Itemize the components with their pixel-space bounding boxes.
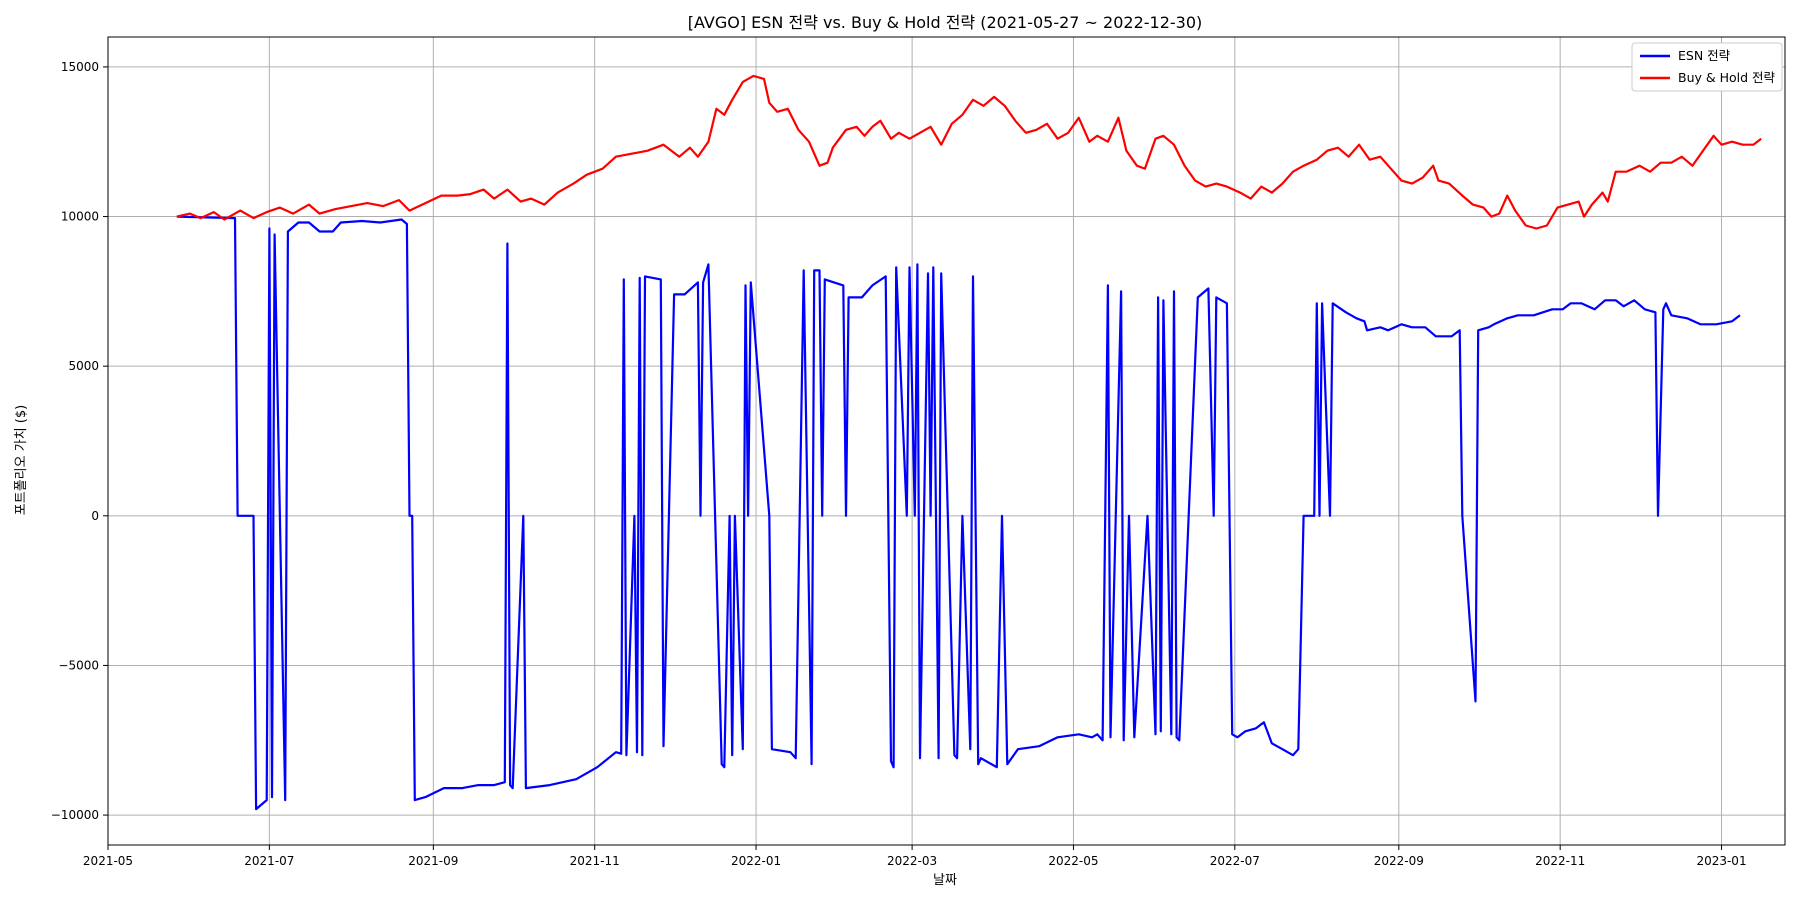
chart-title: [AVGO] ESN 전략 vs. Buy & Hold 전략 (2021-05… xyxy=(688,13,1203,32)
y-tick-label: 0 xyxy=(91,509,99,523)
legend-label-buy-hold: Buy & Hold 전략 xyxy=(1678,70,1776,85)
y-tick-label: 15000 xyxy=(61,60,99,74)
x-tick-label: 2022-03 xyxy=(887,854,937,868)
x-tick-label: 2021-05 xyxy=(83,854,133,868)
y-axis-label: 포트폴리오 가치 ($) xyxy=(14,405,29,515)
x-tick-label: 2023-01 xyxy=(1696,854,1746,868)
x-axis-label: 날짜 xyxy=(933,873,957,888)
x-tick-label: 2022-07 xyxy=(1210,854,1260,868)
x-tick-label: 2021-09 xyxy=(408,854,458,868)
tick-layer: 2021-05 2021-07 2021-09 2021-11 2022-01 2022-… xyxy=(51,60,1747,868)
y-tick-label: 10000 xyxy=(61,210,99,224)
legend-label-esn: ESN 전략 xyxy=(1678,48,1731,63)
plot-frame xyxy=(107,36,1786,846)
series-layer xyxy=(176,74,1762,811)
x-tick-label: 2022-09 xyxy=(1374,854,1424,868)
x-tick-label: 2021-07 xyxy=(244,854,294,868)
y-tick-label: −5000 xyxy=(58,658,99,672)
series-line-buy-hold xyxy=(176,74,1762,230)
y-tick-label: 5000 xyxy=(68,359,99,373)
x-tick-label: 2021-11 xyxy=(570,854,620,868)
legend: ESN 전략 Buy & Hold 전략 xyxy=(1631,42,1783,92)
x-tick-label: 2022-05 xyxy=(1048,854,1098,868)
y-tick-label: −10000 xyxy=(51,808,99,822)
series-line-esn xyxy=(176,215,1741,811)
x-tick-label: 2022-11 xyxy=(1535,854,1585,868)
x-tick-label: 2022-01 xyxy=(731,854,781,868)
